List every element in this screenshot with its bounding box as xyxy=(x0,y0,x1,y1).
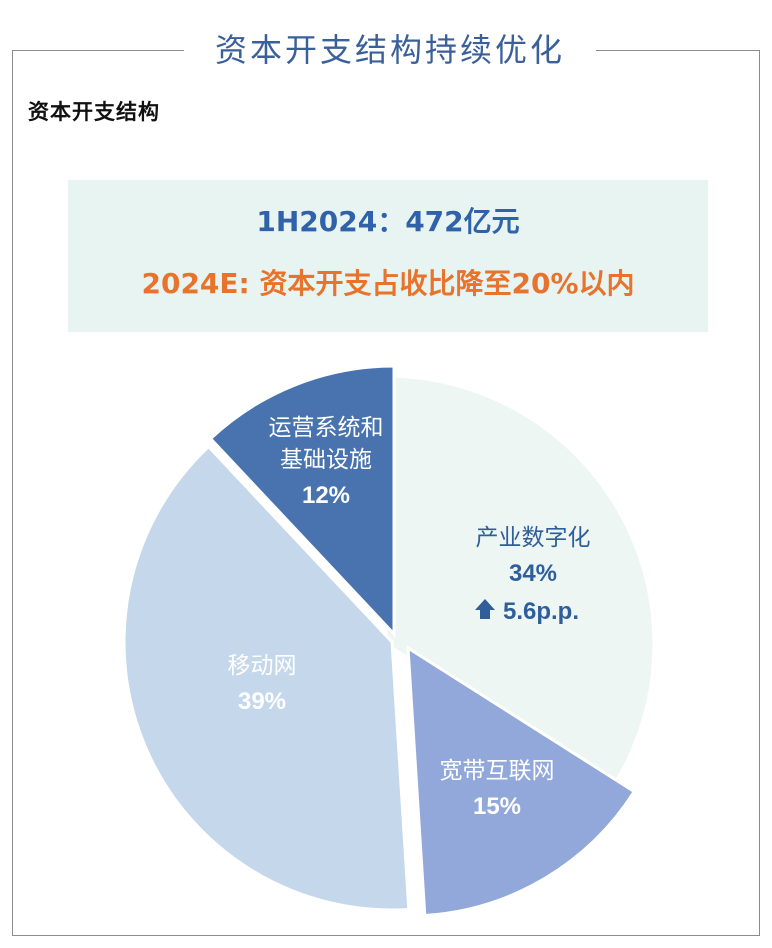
slice-label-2: 移动网 xyxy=(228,653,297,679)
slice-value-0: 34% xyxy=(509,560,557,587)
pie-slice-1 xyxy=(406,645,637,918)
up-arrow-icon xyxy=(475,599,495,619)
slice-label-3-line-0: 运营系统和 xyxy=(269,415,384,441)
slice-label-3-line-1: 基础设施 xyxy=(280,447,372,473)
frame-top-line-left xyxy=(12,50,184,51)
capex-ratio-annotation: 2024E: 资本开支占收比降至20%以内 xyxy=(141,267,635,300)
slice-label-1: 宽带互联网 xyxy=(440,758,555,784)
pie-slice-2 xyxy=(122,444,411,912)
page-title: 资本开支结构持续优化 xyxy=(214,31,565,69)
slice-label-0: 产业数字化 xyxy=(476,525,591,551)
slice-value-3: 12% xyxy=(302,482,350,509)
capex-total-annotation: 1H2024：472亿元 xyxy=(256,205,520,238)
slice-value-2: 39% xyxy=(238,688,286,715)
chart-title: 资本开支结构 xyxy=(28,99,160,124)
summary-box: 1H2024：472亿元 2024E: 资本开支占收比降至20%以内 xyxy=(68,180,708,332)
slice-value-1: 15% xyxy=(473,793,521,820)
frame-top-line-right xyxy=(596,50,760,51)
pie-slice-3 xyxy=(208,364,396,638)
slice-note-0: 5.6p.p. xyxy=(503,598,579,625)
chart-frame xyxy=(12,50,760,936)
